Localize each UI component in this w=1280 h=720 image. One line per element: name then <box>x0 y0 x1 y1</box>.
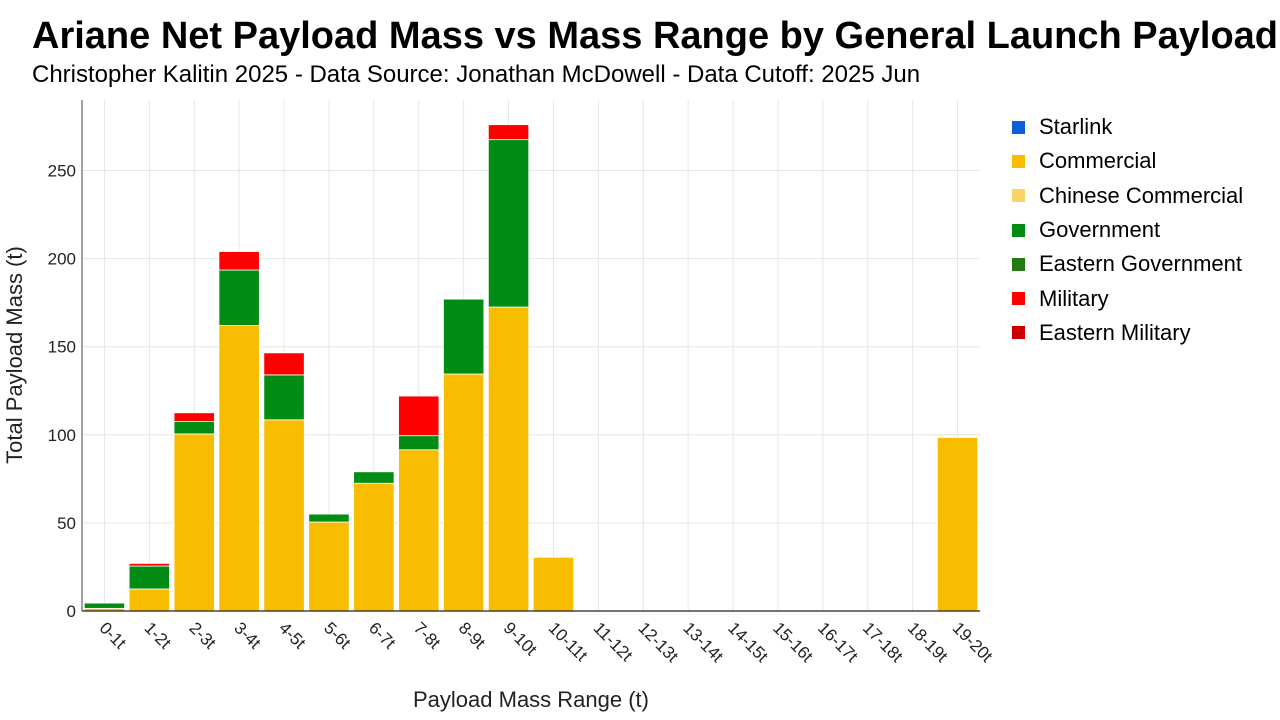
bar-segment <box>353 471 395 484</box>
bar-segment <box>128 565 170 590</box>
legend-item: Starlink <box>1012 110 1243 144</box>
x-tick-label: 11-12t <box>590 618 637 665</box>
x-tick-label: 4-5t <box>275 618 309 652</box>
x-tick-label: 6-7t <box>365 618 399 652</box>
bar-segment <box>308 521 350 612</box>
legend-label: Government <box>1039 217 1161 243</box>
bar-segment <box>173 412 215 422</box>
y-tick-label: 250 <box>48 161 76 180</box>
bar-segment <box>398 395 440 437</box>
y-tick-label: 150 <box>48 338 76 357</box>
bar-segment <box>936 437 979 612</box>
legend-item: Commercial <box>1012 144 1243 178</box>
legend-swatch <box>1012 120 1025 134</box>
legend-swatch <box>1012 223 1025 237</box>
x-tick-label: 5-6t <box>320 618 354 652</box>
x-tick-label: 8-9t <box>455 618 489 652</box>
bar-segment <box>173 433 215 612</box>
legend-label: Commercial <box>1039 148 1157 174</box>
bar-layer <box>83 124 979 612</box>
bar-segment <box>398 435 440 451</box>
x-tick-label: 3-4t <box>230 618 264 652</box>
bar-segment <box>263 374 305 421</box>
bar-segment <box>173 421 215 435</box>
bar-segment <box>487 139 530 308</box>
bar-segment <box>263 419 305 612</box>
x-tick-label: 19-20t <box>949 618 997 666</box>
bar-segment <box>83 602 126 609</box>
bar-segment <box>218 269 260 326</box>
grid-layer <box>82 100 980 611</box>
legend-label: Military <box>1039 285 1109 311</box>
bar-segment <box>308 513 350 523</box>
x-tick-label: 2-3t <box>185 618 219 652</box>
x-tick-label: 17-18t <box>859 618 907 666</box>
y-tick-label: 50 <box>57 514 76 533</box>
x-tick-label: 15-16t <box>769 618 817 666</box>
legend-swatch <box>1012 326 1025 340</box>
legend-item: Military <box>1012 281 1243 315</box>
bar-segment <box>128 588 170 612</box>
legend-item: Government <box>1012 213 1243 247</box>
bar-segment <box>532 556 575 612</box>
y-tick-label: 100 <box>48 426 76 445</box>
legend-swatch <box>1012 154 1025 168</box>
x-tick-label: 13-14t <box>679 618 727 666</box>
y-tick-label: 0 <box>67 602 76 621</box>
x-tick-label: 0-1t <box>96 618 130 652</box>
legend-label: Eastern Government <box>1039 251 1242 277</box>
legend-swatch <box>1012 257 1025 271</box>
legend-item: Chinese Commercial <box>1012 179 1243 213</box>
legend-swatch <box>1012 189 1025 203</box>
legend-label: Eastern Military <box>1039 319 1191 345</box>
bar-segment <box>487 306 530 612</box>
legend-swatch <box>1012 292 1025 306</box>
bar-segment <box>443 373 485 612</box>
bar-segment <box>263 352 305 376</box>
x-tick-label: 12-13t <box>634 618 682 666</box>
x-axis-title: Payload Mass Range (t) <box>413 687 649 712</box>
x-tick-label: 9-10t <box>500 618 541 659</box>
bar-segment <box>398 449 440 612</box>
legend-item: Eastern Government <box>1012 247 1243 281</box>
x-tick-label: 1-2t <box>141 618 175 652</box>
x-tick-label: 10-11t <box>545 618 592 665</box>
bar-segment <box>353 482 395 612</box>
x-tick-label: 14-15t <box>724 618 772 666</box>
legend-item: Eastern Military <box>1012 316 1243 350</box>
legend-label: Starlink <box>1039 114 1113 140</box>
x-tick-label: 7-8t <box>410 618 444 652</box>
legend: Starlink Commercial Chinese Commercial Gove… <box>1012 110 1243 350</box>
chart-subtitle: Christopher Kalitin 2025 - Data Source: … <box>32 61 921 88</box>
chart-title: Ariane Net Payload Mass vs Mass Range by… <box>32 15 1280 57</box>
x-tick-label: 18-19t <box>904 618 952 666</box>
bar-segment <box>218 251 260 271</box>
bar-segment <box>218 325 260 612</box>
y-axis-title: Total Payload Mass (t) <box>2 246 27 464</box>
bar-segment <box>443 298 485 375</box>
legend-label: Chinese Commercial <box>1039 182 1244 208</box>
y-tick-label: 200 <box>48 250 76 269</box>
bar-segment <box>487 124 530 141</box>
x-tick-label: 16-17t <box>814 618 862 666</box>
bar-segment <box>128 563 170 567</box>
